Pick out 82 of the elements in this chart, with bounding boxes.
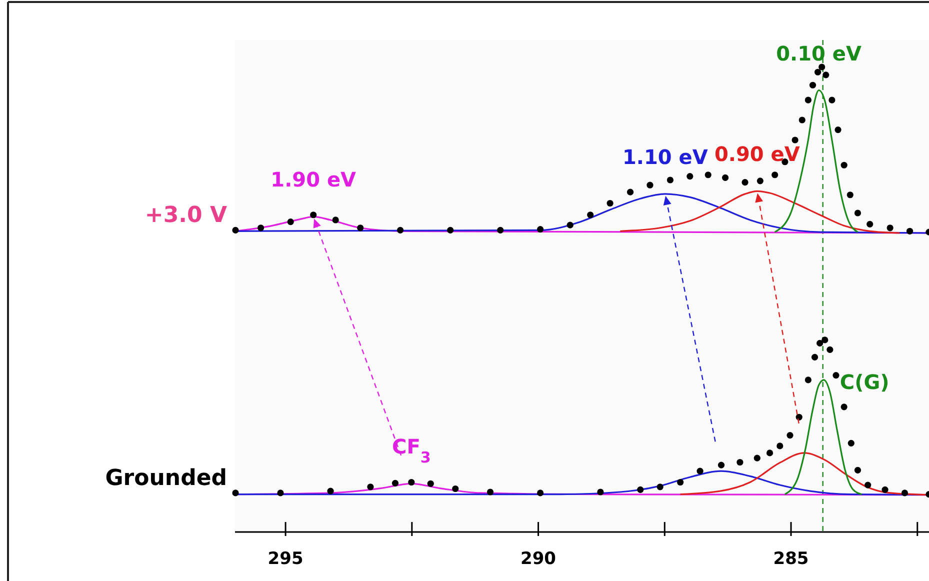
point	[392, 480, 399, 486]
point	[447, 226, 454, 234]
annotation: C(G)	[840, 370, 890, 394]
point	[840, 162, 848, 168]
annotation: 0.90 eV	[714, 142, 800, 166]
point	[497, 226, 504, 234]
point	[816, 340, 824, 347]
point	[232, 226, 239, 234]
point	[287, 218, 294, 226]
series-label: Grounded	[105, 466, 227, 491]
point	[722, 174, 729, 181]
point	[626, 188, 634, 196]
point	[846, 192, 854, 198]
point	[696, 468, 704, 474]
x-tick-label: 290	[520, 549, 556, 569]
point	[882, 486, 888, 493]
point	[832, 372, 840, 379]
point	[427, 480, 434, 487]
point	[754, 454, 760, 462]
point	[277, 490, 284, 496]
point	[666, 176, 674, 184]
point	[811, 354, 818, 360]
point	[804, 96, 812, 104]
point	[901, 490, 908, 496]
point	[742, 179, 748, 186]
point	[566, 222, 574, 228]
point	[834, 126, 842, 134]
point	[822, 72, 830, 78]
point	[396, 226, 404, 234]
point	[310, 212, 317, 218]
point	[606, 200, 614, 207]
point	[408, 478, 415, 486]
point	[776, 442, 784, 450]
point	[886, 224, 894, 232]
annotation: CF$_{3}$	[392, 434, 431, 467]
point	[796, 414, 802, 420]
point	[704, 172, 712, 178]
point	[864, 482, 872, 488]
point	[486, 488, 494, 496]
point	[814, 68, 822, 76]
point	[848, 440, 854, 446]
point	[866, 220, 874, 228]
point	[646, 182, 654, 188]
point	[718, 462, 725, 468]
annotation: 0.10 eV	[776, 41, 862, 66]
point	[332, 216, 339, 224]
point	[656, 484, 664, 490]
point	[840, 404, 848, 410]
point	[357, 224, 364, 232]
point	[854, 210, 862, 216]
point	[756, 178, 764, 184]
point	[786, 432, 794, 439]
series-label: +3.0 V	[144, 203, 227, 228]
point	[772, 172, 778, 178]
point	[809, 82, 816, 88]
point	[818, 64, 826, 70]
point	[854, 466, 862, 474]
point	[367, 484, 374, 490]
point	[826, 346, 834, 354]
point	[637, 486, 644, 493]
point	[232, 490, 239, 496]
point	[257, 224, 264, 232]
point	[452, 485, 459, 492]
point	[736, 458, 744, 466]
point	[906, 228, 914, 234]
point	[798, 116, 806, 124]
x-tick-label: 285	[773, 549, 809, 569]
point	[822, 336, 828, 344]
point	[792, 136, 798, 144]
point	[804, 376, 812, 384]
point	[537, 226, 544, 233]
annotation: 1.90 eV	[270, 168, 357, 192]
point	[766, 450, 774, 456]
x-tick-label: 295	[268, 549, 304, 569]
point	[587, 212, 594, 218]
point	[686, 172, 694, 180]
point	[828, 96, 836, 104]
point	[677, 478, 684, 486]
point	[537, 490, 544, 496]
annotation: 1.10 eV	[622, 144, 708, 169]
point	[597, 488, 604, 496]
point	[327, 488, 334, 494]
